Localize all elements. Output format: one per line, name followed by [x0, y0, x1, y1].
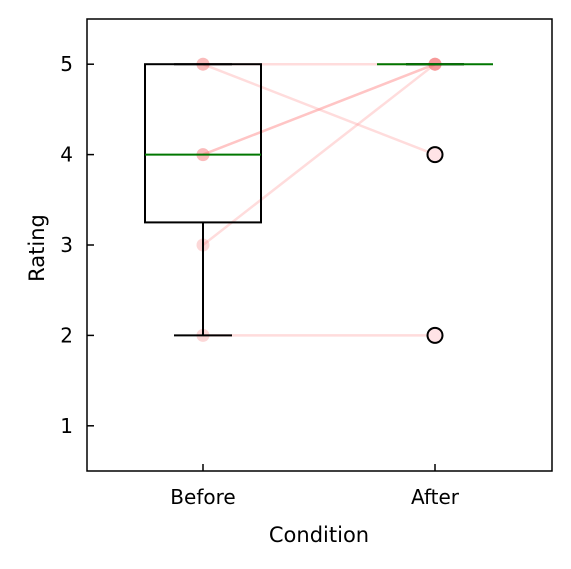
y-tick-label-4: 4	[60, 143, 73, 167]
y-tick-label-1: 1	[60, 414, 73, 438]
y-axis: 1 2 3 4 5	[60, 52, 94, 438]
y-tick-label-5: 5	[60, 52, 73, 76]
after-outlier-2	[426, 326, 444, 344]
pair-line-1	[202, 63, 436, 156]
pair-line-3	[202, 63, 436, 156]
before-box	[144, 63, 262, 224]
pair-line-4	[202, 63, 436, 246]
outlier-layer	[426, 146, 444, 344]
paired-points-layer	[196, 57, 442, 342]
pair-line-2	[202, 63, 436, 156]
x-axis: Before After	[170, 464, 460, 509]
x-tick-label-before: Before	[170, 485, 235, 509]
after-outlier-1	[426, 146, 444, 164]
x-tick-label-after: After	[411, 485, 460, 509]
y-tick-label-3: 3	[60, 233, 73, 257]
y-tick-label-2: 2	[60, 323, 73, 347]
y-axis-title: Rating	[25, 214, 49, 282]
plot-frame	[86, 18, 553, 472]
x-axis-title: Condition	[269, 523, 369, 547]
paired-lines-layer	[202, 62, 436, 337]
boxplot-layer	[144, 63, 493, 337]
